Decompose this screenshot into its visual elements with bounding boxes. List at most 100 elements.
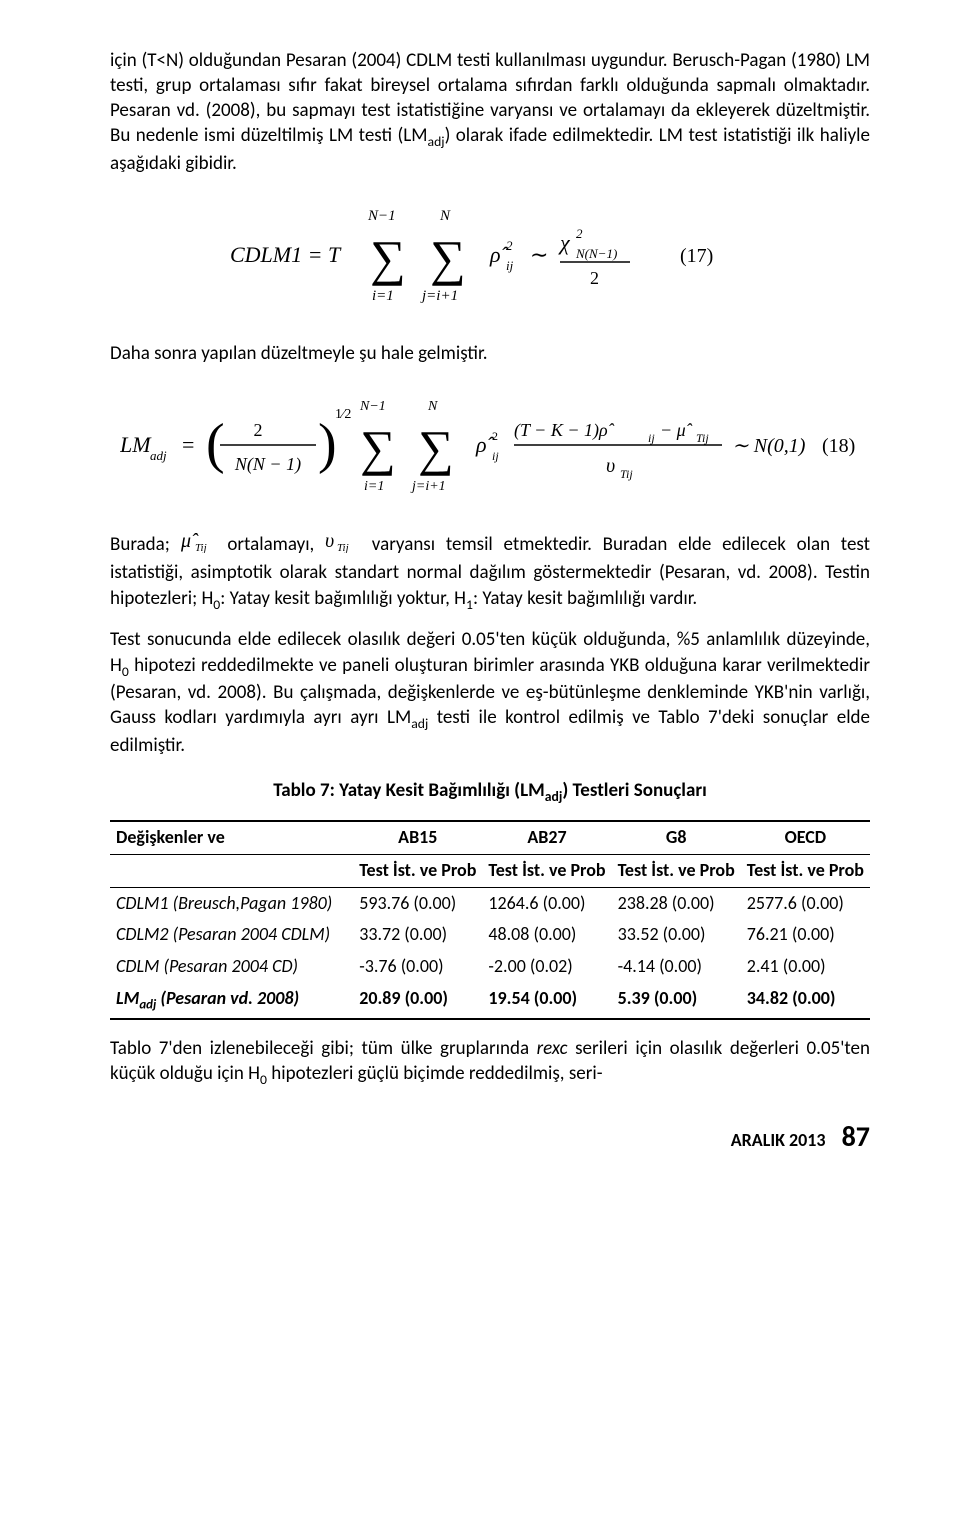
cell: 5.39 (0.00) xyxy=(612,983,741,1019)
subscript: 0 xyxy=(260,1071,267,1088)
col-subheader xyxy=(110,854,353,887)
cell: 76.21 (0.00) xyxy=(741,919,870,951)
svg-text:Tij: Tij xyxy=(337,542,349,553)
svg-text:− μ̂: − μ̂ xyxy=(660,420,693,440)
svg-text:ij: ij xyxy=(648,431,655,445)
table-subheader-row: Test İst. ve Prob Test İst. ve Prob Test… xyxy=(110,854,870,887)
subscript: adj xyxy=(411,715,428,732)
row-label: CDLM (Pesaran 2004 CD) xyxy=(110,951,353,983)
cell: 19.54 (0.00) xyxy=(482,983,611,1019)
cell: 33.52 (0.00) xyxy=(612,919,741,951)
col-subheader: Test İst. ve Prob xyxy=(612,854,741,887)
cell: 34.82 (0.00) xyxy=(741,983,870,1019)
svg-text:Tij: Tij xyxy=(696,431,709,445)
row-label: CDLM2 (Pesaran 2004 CDLM) xyxy=(110,919,353,951)
subscript: adj xyxy=(545,788,563,805)
svg-text:∑: ∑ xyxy=(418,420,454,476)
col-header: OECD xyxy=(741,821,870,854)
footer-date: ARALIK 2013 xyxy=(731,1129,826,1151)
table-row: CDLM (Pesaran 2004 CD)-3.76 (0.00)-2.00 … xyxy=(110,951,870,983)
equation-17: CDLM1 = T ∑ N−1 i=1 ∑ N j=i+1 ρ̂ ij 2 ∼ … xyxy=(110,200,870,317)
cell: 48.08 (0.00) xyxy=(482,919,611,951)
svg-text:2: 2 xyxy=(254,420,263,440)
row-label: CDLM1 (Breusch,Pagan 1980) xyxy=(110,887,353,919)
svg-text:CDLM1 = T: CDLM1 = T xyxy=(230,242,342,267)
text: : Yatay kesit bağımlılığı vardır. xyxy=(473,587,697,610)
paragraph: Daha sonra yapılan düzeltmeyle şu hale g… xyxy=(110,341,870,366)
text: Burada; xyxy=(110,533,181,556)
svg-text:i=1: i=1 xyxy=(364,479,384,494)
paragraph: Test sonucunda elde edilecek olasılık de… xyxy=(110,627,870,758)
svg-text:j=i+1: j=i+1 xyxy=(410,479,446,494)
row-label: LMadj (Pesaran vd. 2008) xyxy=(110,983,353,1019)
svg-text:∼ N(0,1): ∼ N(0,1) xyxy=(732,435,806,457)
col-subheader: Test İst. ve Prob xyxy=(353,854,482,887)
v-symbol: υTij xyxy=(325,531,361,560)
table-title: Tablo 7: Yatay Kesit Bağımlılığı (LMadj)… xyxy=(110,778,870,806)
svg-text:(18): (18) xyxy=(822,435,855,457)
svg-text:N(N − 1): N(N − 1) xyxy=(234,454,301,475)
svg-text:Tij: Tij xyxy=(195,542,207,553)
equation-18: LM adj = ( ) 2 N(N − 1) 1⁄2 ∑ N−1 i=1 ∑ … xyxy=(110,390,870,507)
svg-text:ij: ij xyxy=(506,258,514,273)
table-7: Değişkenler ve AB15 AB27 G8 OECD Test İs… xyxy=(110,820,870,1019)
text: Tablo 7'den izlenebileceği gibi; tüm ülk… xyxy=(110,1037,537,1060)
cell: -2.00 (0.02) xyxy=(482,951,611,983)
svg-text:N: N xyxy=(427,399,438,414)
svg-text:i=1: i=1 xyxy=(372,288,394,304)
svg-text:∑: ∑ xyxy=(360,420,396,476)
svg-text:j=i+1: j=i+1 xyxy=(420,288,458,304)
svg-text:(: ( xyxy=(206,413,225,475)
col-header: Değişkenler ve xyxy=(110,821,353,854)
svg-text:adj: adj xyxy=(150,448,167,463)
cell: 593.76 (0.00) xyxy=(353,887,482,919)
table-row: CDLM2 (Pesaran 2004 CDLM)33.72 (0.00)48.… xyxy=(110,919,870,951)
subscript: 1 xyxy=(466,595,473,612)
svg-text:2: 2 xyxy=(492,429,498,443)
cell: -4.14 (0.00) xyxy=(612,951,741,983)
svg-text:=: = xyxy=(182,432,194,457)
svg-text:χ: χ xyxy=(558,230,571,255)
svg-text:υ: υ xyxy=(325,531,334,552)
svg-text:∑: ∑ xyxy=(370,230,406,286)
cell: 2577.6 (0.00) xyxy=(741,887,870,919)
col-header: G8 xyxy=(612,821,741,854)
table-row: CDLM1 (Breusch,Pagan 1980)593.76 (0.00)1… xyxy=(110,887,870,919)
svg-text:ij: ij xyxy=(492,449,499,463)
cell: 2.41 (0.00) xyxy=(741,951,870,983)
svg-text:N−1: N−1 xyxy=(367,208,396,224)
col-subheader: Test İst. ve Prob xyxy=(482,854,611,887)
subscript: adj xyxy=(428,133,445,150)
text: ortalamayı, xyxy=(217,533,325,556)
svg-text:N−1: N−1 xyxy=(359,399,386,414)
cell: 33.72 (0.00) xyxy=(353,919,482,951)
paragraph: Tablo 7'den izlenebileceği gibi; tüm ülk… xyxy=(110,1036,870,1089)
svg-text:2: 2 xyxy=(590,268,599,288)
text: hipotezleri güçlü biçimde reddedilmiş, s… xyxy=(267,1062,603,1085)
paragraph: için (T<N) olduğundan Pesaran (2004) CDL… xyxy=(110,48,870,176)
cell: 20.89 (0.00) xyxy=(353,983,482,1019)
col-subheader: Test İst. ve Prob xyxy=(741,854,870,887)
italic-text: rexc xyxy=(537,1037,568,1060)
svg-text:): ) xyxy=(318,413,337,475)
svg-text:1⁄2: 1⁄2 xyxy=(335,407,351,422)
table-header-row: Değişkenler ve AB15 AB27 G8 OECD xyxy=(110,821,870,854)
page-number: 87 xyxy=(830,1119,870,1154)
text: Tablo 7: Yatay Kesit Bağımlılığı (LM xyxy=(273,779,545,802)
table-row: LMadj (Pesaran vd. 2008)20.89 (0.00)19.5… xyxy=(110,983,870,1019)
subscript: 0 xyxy=(122,662,129,679)
svg-text:(T − K − 1)ρ̂: (T − K − 1)ρ̂ xyxy=(514,420,615,441)
svg-text:N: N xyxy=(439,208,451,224)
svg-text:2: 2 xyxy=(576,226,583,241)
page-footer: ARALIK 2013 87 xyxy=(110,1119,870,1156)
text: : Yatay kesit bağımlılığı yoktur, H xyxy=(220,587,466,610)
svg-text:LM: LM xyxy=(120,432,152,457)
svg-text:υ: υ xyxy=(606,455,615,477)
col-header: AB27 xyxy=(482,821,611,854)
svg-text:(17): (17) xyxy=(680,245,713,267)
svg-text:∑: ∑ xyxy=(430,230,466,286)
svg-text:∼: ∼ xyxy=(530,242,548,267)
svg-text:2: 2 xyxy=(506,238,513,253)
paragraph: Burada; μ̂Tij ortalamayı, υTij varyansı … xyxy=(110,531,870,613)
svg-text:N(N−1): N(N−1) xyxy=(575,246,617,261)
